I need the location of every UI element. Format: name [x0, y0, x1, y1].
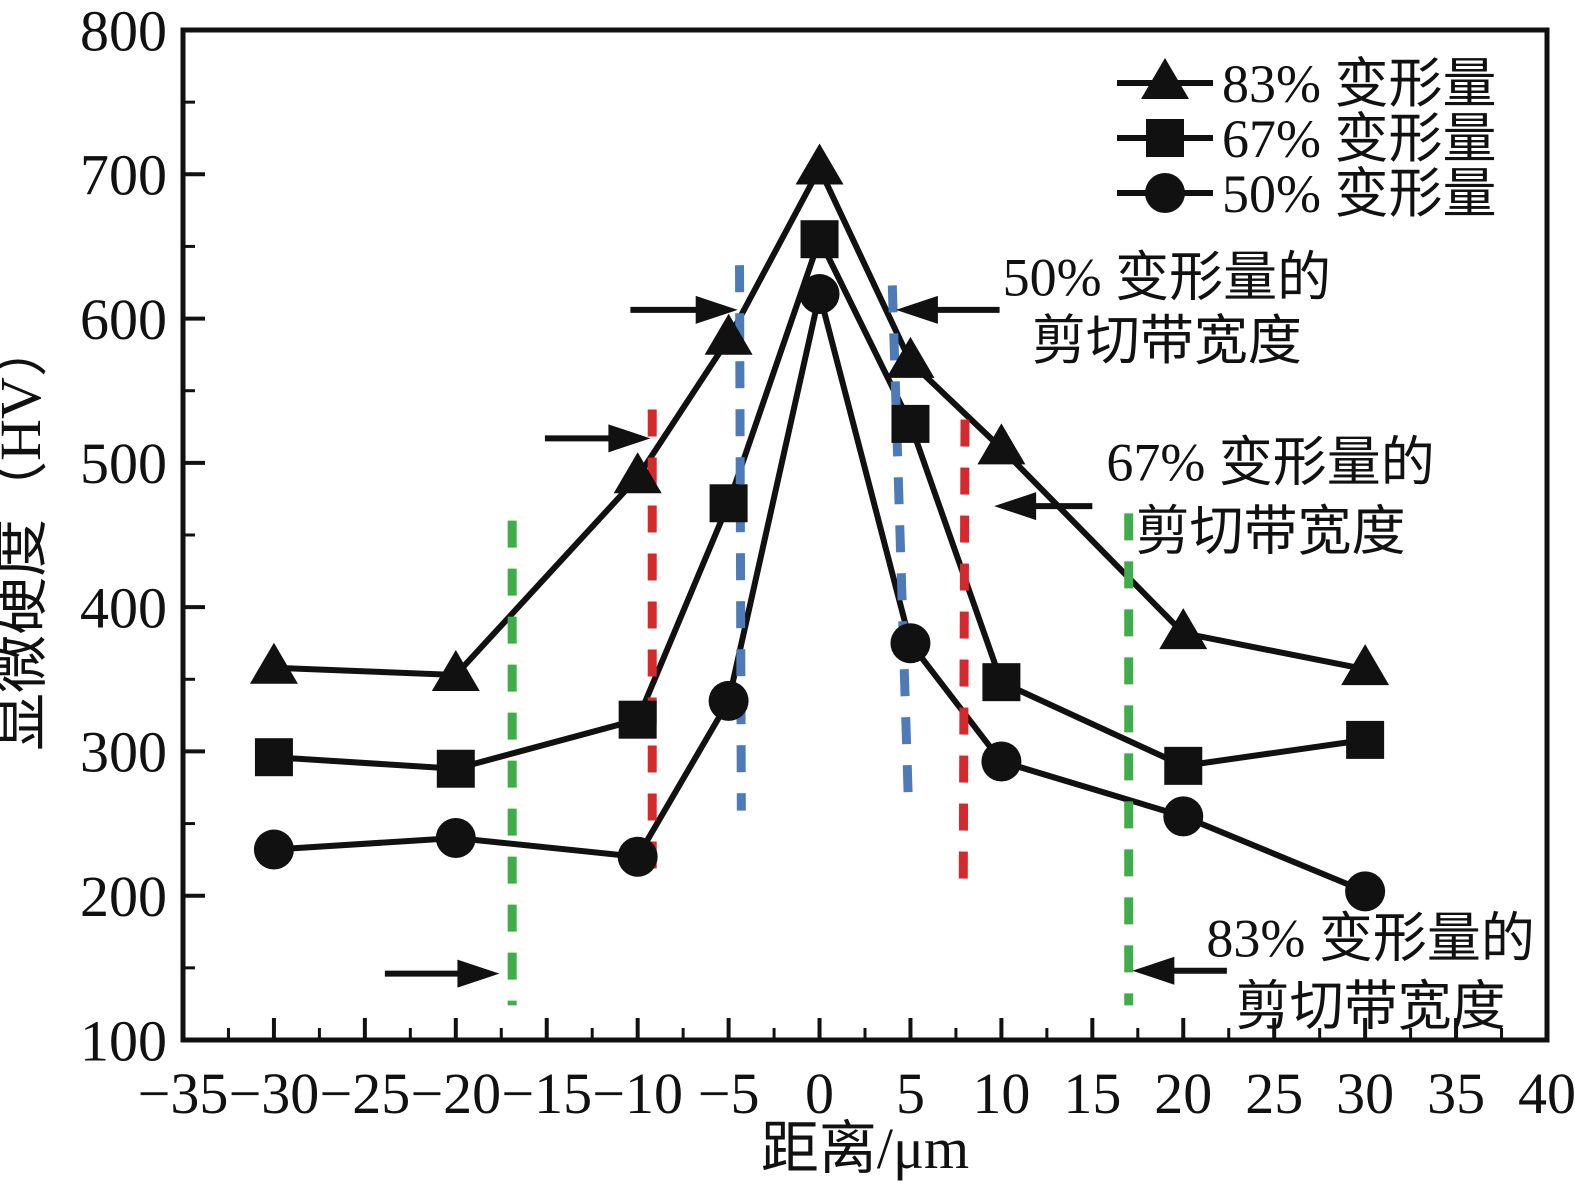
arrow-head — [1132, 956, 1175, 985]
arrow-head — [695, 295, 738, 324]
square-marker — [618, 700, 657, 739]
circle-marker — [981, 741, 1022, 782]
x-tick-label: 15 — [1063, 1061, 1121, 1126]
circle-marker — [1163, 796, 1204, 837]
y-tick-label: 700 — [80, 143, 167, 208]
circle-marker — [799, 274, 840, 315]
triangle-marker — [704, 313, 753, 355]
series-markers — [249, 143, 1390, 912]
x-tick-label: 30 — [1336, 1061, 1394, 1126]
y-tick-label: 800 — [80, 0, 167, 63]
annotation-text: 67% 变形量的 — [1106, 432, 1434, 492]
y-tick-label: 400 — [80, 575, 167, 640]
legend-triangle-marker — [1141, 58, 1189, 99]
triangle-marker — [249, 642, 298, 684]
y-tick-label: 200 — [80, 864, 167, 929]
axis-ticks — [181, 28, 1549, 1042]
circle-marker — [890, 623, 931, 664]
arrow-head — [994, 492, 1037, 521]
x-tick-label: −5 — [698, 1061, 760, 1126]
circle-marker — [617, 836, 658, 877]
x-tick-labels: −35 −30 −25 −20 −15 −10 −5 0 5 10 15 20 25 30 35 40 — [138, 1061, 1575, 1126]
legend-label: 50% 变形量 — [1222, 164, 1496, 224]
shear-band-guides — [507, 265, 1134, 1006]
y-tick-label: 300 — [80, 720, 167, 785]
circle-marker — [253, 829, 294, 870]
y-axis-title: 显微硬度（HV） — [0, 319, 53, 751]
triangle-marker — [613, 452, 662, 494]
x-axis-title: 距离/μm — [761, 1116, 969, 1181]
width-arrows — [384, 295, 1227, 988]
series-line-50% — [273, 293, 1367, 895]
square-marker — [891, 404, 930, 443]
triangle-marker — [1341, 644, 1390, 686]
square-marker — [254, 738, 293, 777]
annotation-text: 50% 变形量的 — [1003, 248, 1331, 308]
shear-band-line-blue-left — [735, 265, 746, 811]
triangle-marker — [795, 143, 844, 185]
annotation-text: 剪切带宽度 — [1032, 311, 1302, 371]
y-tick-label: 500 — [80, 431, 167, 496]
triangle-marker — [977, 423, 1026, 465]
circle-marker — [1345, 871, 1386, 912]
y-tick-label: 600 — [80, 287, 167, 352]
annotation-text: 剪切带宽度 — [1136, 502, 1406, 562]
square-marker — [709, 484, 748, 523]
square-marker — [1164, 746, 1203, 785]
square-marker — [800, 220, 839, 259]
circle-marker — [435, 818, 476, 858]
x-tick-label: 0 — [805, 1061, 834, 1126]
x-tick-label: 35 — [1427, 1061, 1485, 1126]
triangle-marker — [886, 336, 935, 378]
x-tick-label: 20 — [1154, 1061, 1212, 1126]
legend-circle-marker — [1145, 173, 1185, 213]
triangle-marker — [1159, 608, 1208, 650]
annotation-text: 83% 变形量的 — [1206, 908, 1534, 968]
x-tick-label: 5 — [896, 1061, 925, 1126]
x-tick-label: 25 — [1245, 1061, 1303, 1126]
x-tick-label: −10 — [592, 1061, 683, 1126]
x-tick-label: −20 — [410, 1061, 501, 1126]
x-tick-label: −30 — [229, 1061, 320, 1126]
square-marker — [982, 663, 1021, 702]
x-tick-label: −35 — [138, 1061, 229, 1126]
shear-band-line-red-right — [958, 419, 970, 893]
shear-band-line-blue-right — [887, 285, 914, 811]
annotation-text: 剪切带宽度 — [1236, 976, 1506, 1036]
x-tick-label: 10 — [972, 1061, 1030, 1126]
legend-label: 67% 变形量 — [1222, 109, 1496, 169]
arrow-head — [457, 959, 500, 988]
arrow-head — [895, 295, 938, 324]
y-tick-labels: 100 200 300 400 500 600 700 800 — [80, 0, 167, 1073]
x-tick-label: −15 — [501, 1061, 592, 1126]
legend-label: 83% 变形量 — [1222, 54, 1496, 114]
x-tick-label: −25 — [320, 1061, 411, 1126]
circle-marker — [708, 680, 749, 721]
arrow-head — [608, 424, 651, 453]
y-tick-label: 100 — [80, 1008, 167, 1073]
square-marker — [436, 749, 475, 788]
square-marker — [1346, 720, 1385, 759]
triangle-marker — [431, 649, 480, 691]
legend-square-marker — [1146, 119, 1184, 157]
x-tick-label: 40 — [1518, 1061, 1575, 1126]
